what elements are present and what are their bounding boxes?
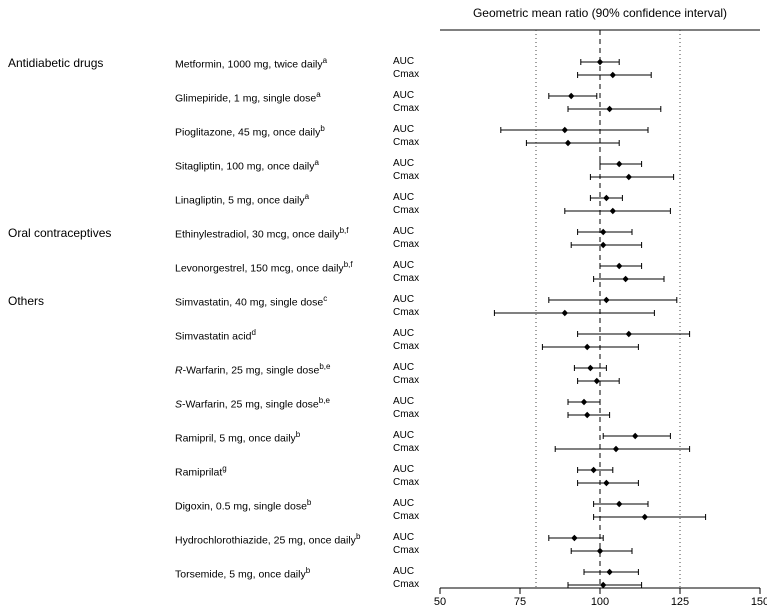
param-cmax: Cmax	[393, 477, 419, 488]
param-auc: AUC	[393, 192, 414, 203]
param-cmax: Cmax	[393, 341, 419, 352]
drug-label: Metformin, 1000 mg, twice dailya	[175, 56, 327, 71]
param-cmax: Cmax	[393, 205, 419, 216]
group-antidiabetic-drugs: Antidiabetic drugs	[8, 56, 103, 70]
param-auc: AUC	[393, 260, 414, 271]
param-cmax: Cmax	[393, 579, 419, 590]
param-auc: AUC	[393, 56, 414, 67]
param-auc: AUC	[393, 226, 414, 237]
group-oral-contraceptives: Oral contraceptives	[8, 226, 111, 240]
param-auc: AUC	[393, 362, 414, 373]
param-auc: AUC	[393, 328, 414, 339]
param-cmax: Cmax	[393, 511, 419, 522]
drug-label: Torsemide, 5 mg, once dailyb	[175, 566, 310, 581]
param-cmax: Cmax	[393, 307, 419, 318]
param-auc: AUC	[393, 124, 414, 135]
xtick-75: 75	[508, 596, 532, 608]
drug-label: Digoxin, 0.5 mg, single doseb	[175, 498, 311, 513]
param-cmax: Cmax	[393, 103, 419, 114]
drug-label: Ethinylestradiol, 30 mcg, once dailyb,f	[175, 226, 349, 241]
param-auc: AUC	[393, 566, 414, 577]
xtick-125: 125	[668, 596, 692, 608]
param-cmax: Cmax	[393, 239, 419, 250]
param-auc: AUC	[393, 532, 414, 543]
param-auc: AUC	[393, 396, 414, 407]
group-others: Others	[8, 294, 44, 308]
drug-label: Simvastatin, 40 mg, single dosec	[175, 294, 327, 309]
xtick-150: 150	[748, 596, 767, 608]
param-cmax: Cmax	[393, 137, 419, 148]
drug-label: Pioglitazone, 45 mg, once dailyb	[175, 124, 325, 139]
drug-label: Hydrochlorothiazide, 25 mg, once dailyb	[175, 532, 360, 547]
param-auc: AUC	[393, 430, 414, 441]
chart-title: Geometric mean ratio (90% confidence int…	[450, 6, 750, 20]
param-cmax: Cmax	[393, 443, 419, 454]
xtick-100: 100	[588, 596, 612, 608]
drug-label: Linagliptin, 5 mg, once dailya	[175, 192, 309, 207]
param-cmax: Cmax	[393, 171, 419, 182]
param-auc: AUC	[393, 464, 414, 475]
drug-label: Ramiprilatg	[175, 464, 227, 479]
param-cmax: Cmax	[393, 545, 419, 556]
drug-label: Sitagliptin, 100 mg, once dailya	[175, 158, 319, 173]
forest-plot-svg	[0, 0, 767, 616]
param-cmax: Cmax	[393, 273, 419, 284]
drug-label: Simvastatin acidd	[175, 328, 256, 343]
xtick-50: 50	[428, 596, 452, 608]
drug-label: S-Warfarin, 25 mg, single doseb,e	[175, 396, 330, 411]
drug-label: Ramipril, 5 mg, once dailyb	[175, 430, 300, 445]
param-cmax: Cmax	[393, 375, 419, 386]
param-auc: AUC	[393, 90, 414, 101]
param-auc: AUC	[393, 294, 414, 305]
drug-label: Glimepiride, 1 mg, single dosea	[175, 90, 321, 105]
drug-label: Levonorgestrel, 150 mcg, once dailyb,f	[175, 260, 353, 275]
param-auc: AUC	[393, 158, 414, 169]
param-cmax: Cmax	[393, 409, 419, 420]
param-auc: AUC	[393, 498, 414, 509]
param-cmax: Cmax	[393, 69, 419, 80]
drug-label: R-Warfarin, 25 mg, single doseb,e	[175, 362, 330, 377]
